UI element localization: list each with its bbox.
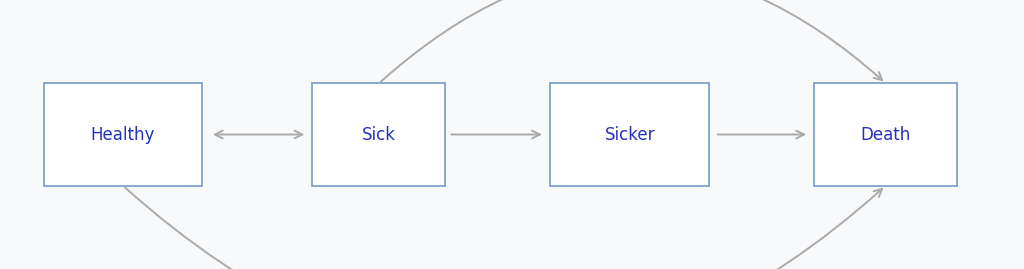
Text: Death: Death xyxy=(860,126,911,143)
Text: Healthy: Healthy xyxy=(91,126,155,143)
FancyBboxPatch shape xyxy=(312,83,445,186)
FancyBboxPatch shape xyxy=(551,83,709,186)
Text: Sick: Sick xyxy=(361,126,396,143)
Text: Sicker: Sicker xyxy=(604,126,655,143)
FancyBboxPatch shape xyxy=(814,83,957,186)
FancyBboxPatch shape xyxy=(43,83,203,186)
